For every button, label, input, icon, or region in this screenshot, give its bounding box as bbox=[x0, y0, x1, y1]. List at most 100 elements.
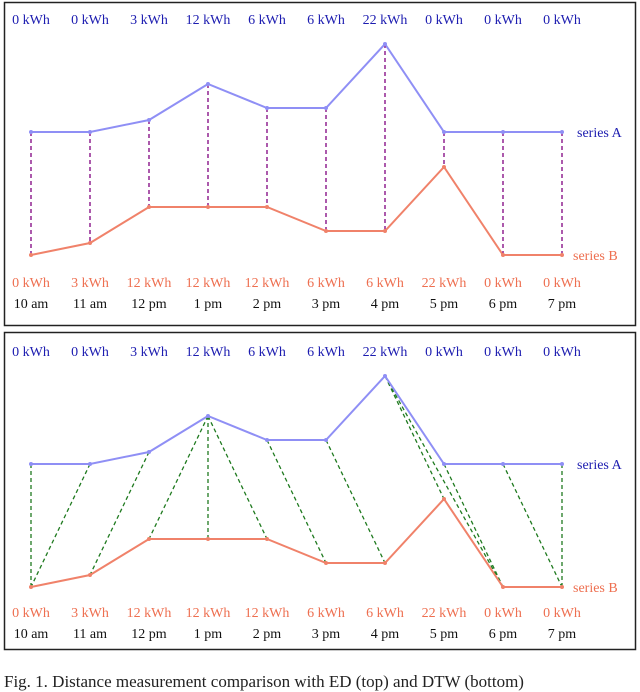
time-tick-label: 12 pm bbox=[131, 627, 167, 642]
time-tick-label: 10 am bbox=[14, 297, 49, 312]
series-b-value-label: 0 kWh bbox=[484, 276, 522, 291]
series-a-value-label: 0 kWh bbox=[425, 13, 463, 28]
series-b-point bbox=[265, 205, 269, 209]
series-a-value-label: 6 kWh bbox=[307, 13, 345, 28]
series-a-line bbox=[31, 42, 562, 133]
time-tick-label: 4 pm bbox=[371, 297, 400, 312]
alignment-line-10 bbox=[443, 463, 504, 588]
series-a-value-label: 3 kWh bbox=[130, 13, 168, 28]
time-tick-label: 6 pm bbox=[489, 627, 518, 642]
series-b-point bbox=[29, 585, 33, 589]
time-tick-label: 5 pm bbox=[430, 627, 459, 642]
time-tick-label: 11 am bbox=[73, 297, 107, 312]
series-a-point bbox=[29, 462, 33, 466]
time-tick-label: 12 pm bbox=[131, 297, 167, 312]
series-b-name-label: series B bbox=[573, 581, 618, 596]
alignment-line-11 bbox=[502, 463, 563, 588]
series-b-value-label: 12 kWh bbox=[245, 276, 290, 291]
series-a-value-label: 22 kWh bbox=[363, 13, 408, 28]
series-b-point bbox=[88, 241, 92, 245]
series-b-value-label: 12 kWh bbox=[127, 606, 172, 621]
time-tick-label: 7 pm bbox=[548, 297, 577, 312]
series-a-value-label: 0 kWh bbox=[71, 13, 109, 28]
series-a-value-label: 12 kWh bbox=[186, 13, 231, 28]
alignment-line-8 bbox=[384, 375, 445, 500]
series-b-value-label: 0 kWh bbox=[484, 606, 522, 621]
series-b-line bbox=[30, 165, 562, 256]
series-b-point bbox=[88, 573, 92, 577]
time-tick-label: 4 pm bbox=[371, 627, 400, 642]
time-tick-label: 3 pm bbox=[312, 627, 341, 642]
series-b-value-label: 3 kWh bbox=[71, 606, 109, 621]
series-b-point bbox=[324, 561, 328, 565]
bottom-panel-frame bbox=[3, 331, 637, 651]
series-b-point bbox=[501, 585, 505, 589]
alignment-line-3 bbox=[148, 415, 209, 540]
series-b-point bbox=[324, 229, 328, 233]
series-a-point bbox=[206, 414, 210, 418]
series-b-value-label: 12 kWh bbox=[245, 606, 290, 621]
series-a-point bbox=[265, 438, 269, 442]
alignment-line-5 bbox=[207, 415, 268, 540]
series-a-point bbox=[383, 42, 387, 46]
time-tick-label: 7 pm bbox=[548, 627, 577, 642]
series-a-point bbox=[147, 118, 151, 122]
series-b-point bbox=[206, 537, 210, 541]
ed-panel: 0 kWh 0 kWh 3 kWh 12 kWh 6 kWh 6 kWh 22 kWh 0 k… bbox=[12, 13, 622, 312]
series-b-value-label: 12 kWh bbox=[186, 276, 231, 291]
series-b-value-label: 6 kWh bbox=[366, 606, 404, 621]
series-b-point bbox=[147, 205, 151, 209]
series-a-value-label: 0 kWh bbox=[12, 345, 50, 360]
series-b-point bbox=[383, 561, 387, 565]
series-a-line bbox=[31, 374, 562, 465]
series-a-point bbox=[383, 374, 387, 378]
series-b-point bbox=[442, 165, 446, 169]
series-a-value-label: 6 kWh bbox=[248, 345, 286, 360]
series-b-point bbox=[560, 585, 564, 589]
series-a-point bbox=[147, 450, 151, 454]
time-tick-label: 2 pm bbox=[253, 627, 282, 642]
time-tick-label: 1 pm bbox=[194, 627, 223, 642]
series-b-value-label: 12 kWh bbox=[186, 606, 231, 621]
series-a-value-label: 0 kWh bbox=[484, 345, 522, 360]
series-b-point bbox=[383, 229, 387, 233]
time-tick-label: 1 pm bbox=[194, 297, 223, 312]
series-a-point bbox=[442, 130, 446, 134]
alignment-line-2 bbox=[89, 451, 150, 576]
series-b-value-label: 12 kWh bbox=[127, 276, 172, 291]
series-b-point bbox=[501, 253, 505, 257]
time-tick-label: 5 pm bbox=[430, 297, 459, 312]
time-tick-label: 3 pm bbox=[312, 297, 341, 312]
series-a-point bbox=[560, 462, 564, 466]
series-a-point bbox=[265, 106, 269, 110]
series-b-value-label: 0 kWh bbox=[12, 276, 50, 291]
alignment-line-6 bbox=[266, 439, 327, 564]
series-a-value-label: 0 kWh bbox=[543, 345, 581, 360]
series-b-point bbox=[206, 205, 210, 209]
series-a-name-label: series A bbox=[577, 126, 623, 141]
series-b-point bbox=[29, 253, 33, 257]
series-b-value-label: 0 kWh bbox=[543, 276, 581, 291]
dtw-panel: 0 kWh 0 kWh 3 kWh 12 kWh 6 kWh 6 kWh 22 kWh 0 k… bbox=[12, 345, 622, 642]
series-b-value-label: 6 kWh bbox=[307, 606, 345, 621]
series-a-point bbox=[442, 462, 446, 466]
series-a-point bbox=[88, 130, 92, 134]
series-a-name-label: series A bbox=[577, 458, 623, 473]
top-panel-frame bbox=[3, 1, 637, 327]
series-a-value-label: 22 kWh bbox=[363, 345, 408, 360]
series-b-point bbox=[560, 253, 564, 257]
series-a-value-label: 0 kWh bbox=[543, 13, 581, 28]
series-b-line bbox=[30, 497, 562, 588]
series-b-point bbox=[265, 537, 269, 541]
series-b-point bbox=[442, 497, 446, 501]
series-b-value-label: 3 kWh bbox=[71, 276, 109, 291]
series-b-point bbox=[147, 537, 151, 541]
alignment-line-9 bbox=[384, 375, 504, 588]
series-a-value-label: 12 kWh bbox=[186, 345, 231, 360]
series-b-name-label: series B bbox=[573, 249, 618, 264]
series-a-point bbox=[501, 462, 505, 466]
series-b-value-label: 0 kWh bbox=[543, 606, 581, 621]
series-a-value-label: 0 kWh bbox=[12, 13, 50, 28]
time-tick-label: 11 am bbox=[73, 627, 107, 642]
